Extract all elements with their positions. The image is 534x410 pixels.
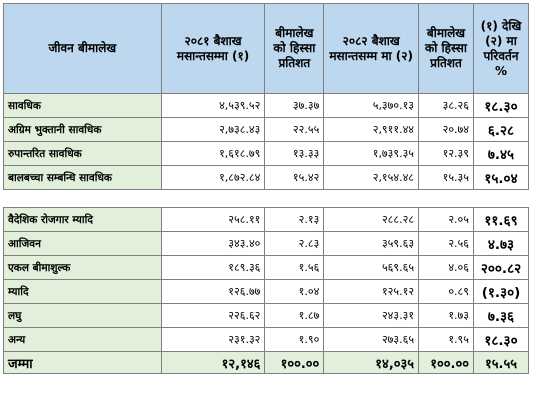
total-share-2081: १००.००: [264, 351, 325, 374]
row-label: अन्य: [3, 327, 162, 352]
value-2082: १,७३९.३५: [323, 141, 420, 166]
header-row: जीवन बीमालेख २०८१ बैशाख मसान्तसम्मा (१) …: [3, 3, 529, 94]
share-2081: १५.४२: [264, 165, 325, 190]
row-label: आजिवन: [3, 231, 162, 256]
total-change: १५.५५: [473, 351, 529, 374]
table-row: रुपान्तरित सावधिक १,६१८.७९ १३.३३ १,७३९.३…: [3, 141, 529, 166]
total-2082: १४,०३५: [323, 351, 420, 374]
row-label: म्यादि: [3, 279, 162, 304]
share-2081: २.१३: [264, 207, 325, 232]
total-row: जम्मा १२,१४६ १००.०० १४,०३५ १००.०० १५.५५: [3, 351, 529, 374]
section-gap: [3, 189, 529, 208]
change-percent: ११.६९: [473, 207, 529, 232]
value-2081: २,७३८.४३: [160, 117, 266, 142]
value-2082: ३५९.६३: [323, 231, 420, 256]
value-2082: २,९११.४४: [323, 117, 420, 142]
table-row: एकल बीमाशुल्क १८९.३६ १.५६ ५६९.६५ ४.०६ २०…: [3, 255, 529, 280]
table-row: सावधिक ४,५३९.५२ ३७.३७ ५,३७०.१३ ३८.२६ १८.…: [3, 93, 529, 118]
share-2081: १.०४: [264, 279, 325, 304]
value-2081: २५८.११: [160, 207, 266, 232]
change-percent: (१.३०): [473, 279, 529, 304]
share-2082: १२.३९: [418, 141, 474, 166]
share-2081: १.५६: [264, 255, 325, 280]
value-2082: २८८.२८: [323, 207, 420, 232]
change-percent: ७.३६: [473, 303, 529, 328]
header-2082-total: २०८२ बैशाख मसान्तसम्म मा (२): [323, 3, 420, 94]
row-label: सावधिक: [3, 93, 162, 118]
value-2081: १,६१८.७९: [160, 141, 266, 166]
gap-cell: [3, 189, 529, 208]
share-2082: २.५६: [418, 231, 474, 256]
share-2081: १३.३३: [264, 141, 325, 166]
total-share-2082: १००.००: [418, 351, 474, 374]
row-label: अग्रिम भुक्तानी सावधिक: [3, 117, 162, 142]
change-percent: ७.४५: [473, 141, 529, 166]
table-row: अग्रिम भुक्तानी सावधिक २,७३८.४३ २२.५५ २,…: [3, 117, 529, 142]
share-2082: ३८.२६: [418, 93, 474, 118]
table-row: लघु २२६.६२ १.८७ २४३.३१ १.७३ ७.३६: [3, 303, 529, 328]
row-label: एकल बीमाशुल्क: [3, 255, 162, 280]
value-2081: ४,५३९.५२: [160, 93, 266, 118]
share-2082: ४.०६: [418, 255, 474, 280]
table-row: वैदेशिक रोजगार म्यादि २५८.११ २.१३ २८८.२८…: [3, 207, 529, 232]
header-2081-share: बीमालेख को हिस्सा प्रतिशत: [264, 3, 325, 94]
share-2081: ३७.३७: [264, 93, 325, 118]
share-2081: २२.५५: [264, 117, 325, 142]
row-label: रुपान्तरित सावधिक: [3, 141, 162, 166]
change-percent: ४.७३: [473, 231, 529, 256]
value-2081: १८९.३६: [160, 255, 266, 280]
share-2082: २.०५: [418, 207, 474, 232]
change-percent: १८.३०: [473, 327, 529, 352]
header-2082-share: बीमालेख को हिस्सा प्रतिशत: [418, 3, 474, 94]
value-2082: ५६९.६५: [323, 255, 420, 280]
value-2081: १२६.७७: [160, 279, 266, 304]
header-policy-type: जीवन बीमालेख: [3, 3, 162, 94]
share-2081: १.९०: [264, 327, 325, 352]
value-2082: २,१५४.४८: [323, 165, 420, 190]
header-2081-total: २०८१ बैशाख मसान्तसम्मा (१): [160, 3, 266, 94]
change-percent: २००.८२: [473, 255, 529, 280]
change-percent: ६.२८: [473, 117, 529, 142]
table-row: म्यादि १२६.७७ १.०४ १२५.१२ ०.८९ (१.३०): [3, 279, 529, 304]
row-label: वैदेशिक रोजगार म्यादि: [3, 207, 162, 232]
share-2081: १.८७: [264, 303, 325, 328]
value-2081: २२६.६२: [160, 303, 266, 328]
share-2082: १५.३५: [418, 165, 474, 190]
row-label: बालबच्चा सम्बन्धि सावधिक: [3, 165, 162, 190]
change-percent: १८.३०: [473, 93, 529, 118]
insurance-policy-table: जीवन बीमालेख २०८१ बैशाख मसान्तसम्मा (१) …: [3, 3, 529, 374]
value-2082: ५,३७०.१३: [323, 93, 420, 118]
value-2081: २३१.३२: [160, 327, 266, 352]
change-percent: १५.०४: [473, 165, 529, 190]
share-2082: १.७३: [418, 303, 474, 328]
total-label: जम्मा: [3, 351, 162, 374]
table-row: बालबच्चा सम्बन्धि सावधिक १,८७२.८४ १५.४२ …: [3, 165, 529, 190]
table-body: सावधिक ४,५३९.५२ ३७.३७ ५,३७०.१३ ३८.२६ १८.…: [3, 93, 529, 374]
share-2082: ०.८९: [418, 279, 474, 304]
row-label: लघु: [3, 303, 162, 328]
value-2082: २७३.६५: [323, 327, 420, 352]
total-2081: १२,१४६: [160, 351, 266, 374]
value-2082: १२५.१२: [323, 279, 420, 304]
header-change-percent: (१) देखि (२) मा परिवर्तन %: [473, 3, 529, 94]
value-2081: ३४३.४०: [160, 231, 266, 256]
table-row: आजिवन ३४३.४० २.८३ ३५९.६३ २.५६ ४.७३: [3, 231, 529, 256]
share-2082: १.९५: [418, 327, 474, 352]
share-2081: २.८३: [264, 231, 325, 256]
table-row: अन्य २३१.३२ १.९० २७३.६५ १.९५ १८.३०: [3, 327, 529, 352]
value-2082: २४३.३१: [323, 303, 420, 328]
share-2082: २०.७४: [418, 117, 474, 142]
value-2081: १,८७२.८४: [160, 165, 266, 190]
